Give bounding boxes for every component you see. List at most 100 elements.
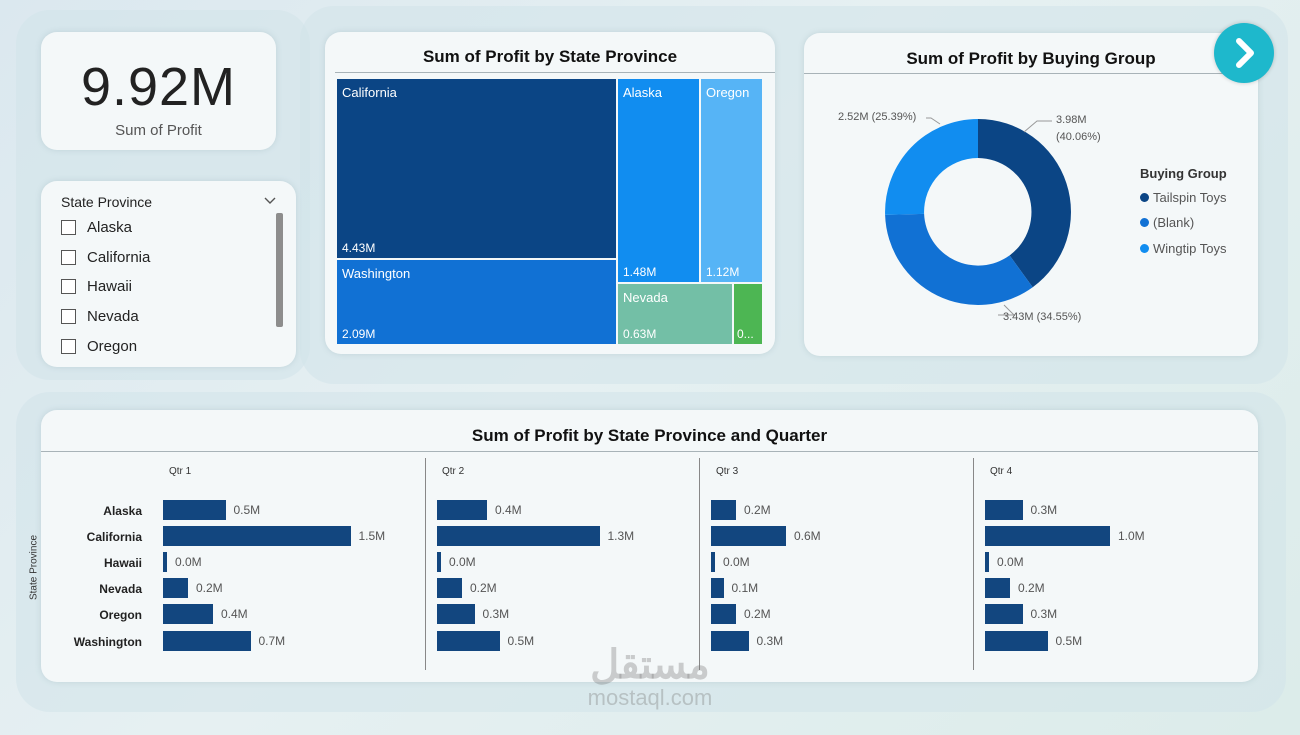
tile-name: Washington [342, 266, 411, 281]
data-label-tailspin-percent: (40.06%) [1056, 131, 1101, 143]
bar-value-label: 0.4M [221, 607, 248, 621]
legend-label: (Blank) [1153, 215, 1195, 230]
legend-dot [1140, 218, 1149, 227]
title-divider [41, 451, 1258, 452]
bar-value-label: 0.2M [470, 581, 497, 595]
bar[interactable] [985, 578, 1010, 598]
bar[interactable] [163, 604, 213, 624]
data-label-tailspin-value: 3.98M [1056, 114, 1087, 126]
category-label: Nevada [99, 582, 142, 596]
tile-value: 1.12M [706, 265, 740, 279]
bar[interactable] [437, 526, 600, 546]
checkbox[interactable] [61, 219, 76, 235]
treemap-title: Sum of Profit by State Province [422, 47, 678, 66]
checkbox[interactable] [61, 249, 76, 265]
tile-value: 0... [737, 327, 754, 341]
bar[interactable] [985, 500, 1023, 520]
bar[interactable] [711, 526, 786, 546]
kpi-label: Sum of Profit [115, 122, 202, 139]
slicer-scrollbar[interactable] [276, 213, 283, 327]
bar-value-label: 0.6M [794, 529, 821, 543]
quarter-header: Qtr 1 [169, 466, 192, 477]
tile-name: Nevada [623, 290, 668, 305]
slicer-item-label: Alaska [87, 218, 133, 236]
slicer-item-oregon[interactable]: Oregon [61, 335, 137, 357]
bar[interactable] [985, 631, 1048, 651]
bar[interactable] [163, 500, 226, 520]
category-label: California [86, 530, 142, 544]
category-label: Alaska [103, 504, 142, 518]
checkbox[interactable] [61, 278, 76, 294]
leader-line [998, 304, 1016, 316]
slicer-item-alaska[interactable]: Alaska [61, 216, 132, 238]
legend-item-wingtip[interactable]: Wingtip Toys [1140, 241, 1226, 256]
bar[interactable] [711, 631, 749, 651]
quarter-header: Qtr 3 [716, 466, 739, 477]
bar-value-label: 0.3M [1030, 503, 1058, 517]
next-page-button[interactable] [1214, 23, 1274, 83]
bar[interactable] [437, 500, 487, 520]
bar-value-label: 0.5M [233, 503, 261, 517]
bar[interactable] [163, 631, 251, 651]
bar-value-label: 0.0M [175, 555, 202, 569]
category-label: Washington [73, 635, 142, 649]
slicer-item-label: Oregon [87, 337, 138, 355]
bar[interactable] [985, 526, 1110, 546]
bar[interactable] [437, 552, 441, 572]
kpi-value: 9.92M [80, 57, 237, 117]
bar[interactable] [163, 552, 167, 572]
treemap-tile-washington[interactable]: Washington 2.09M [337, 260, 616, 344]
tile-value: 4.43M [342, 241, 376, 255]
quarter-header: Qtr 4 [990, 466, 1013, 477]
bar-value-label: 0.0M [449, 555, 476, 569]
legend-item-blank[interactable]: (Blank) [1140, 215, 1194, 230]
bar-value-label: 0.4M [495, 503, 522, 517]
leader-line [1023, 120, 1052, 133]
tile-name: Oregon [706, 85, 750, 100]
legend-item-tailspin[interactable]: Tailspin Toys [1140, 190, 1226, 205]
slicer-title: State Province [61, 194, 153, 210]
donut-slice-blank[interactable] [885, 213, 1033, 305]
bar-value-label: 0.3M [756, 634, 784, 648]
bar-chart-title: Sum of Profit by State Province and Quar… [471, 426, 828, 445]
bar[interactable] [437, 604, 475, 624]
chevron-down-icon[interactable] [262, 192, 278, 208]
treemap-tile-nevada[interactable]: Nevada 0.63M [618, 284, 732, 344]
bar[interactable] [437, 578, 462, 598]
bar-value-label: 1.5M [358, 529, 386, 543]
donut-slice-wingtip[interactable] [885, 119, 978, 215]
treemap-tile-hawaii[interactable]: 0... [734, 284, 762, 344]
bar-value-label: 0.2M [744, 607, 771, 621]
bar[interactable] [711, 500, 736, 520]
category-label: Oregon [99, 608, 142, 622]
slicer-item-nevada[interactable]: Nevada [61, 305, 139, 327]
treemap-tile-alaska[interactable]: Alaska 1.48M [618, 79, 699, 282]
tile-value: 2.09M [342, 327, 376, 341]
bar[interactable] [985, 604, 1023, 624]
kpi-card: 9.92M Sum of Profit [41, 32, 276, 150]
bar-value-label: 1.3M [607, 529, 635, 543]
bar[interactable] [437, 631, 500, 651]
bar[interactable] [711, 604, 736, 624]
bar[interactable] [985, 552, 989, 572]
bar[interactable] [711, 552, 715, 572]
slicer-item-california[interactable]: California [61, 246, 150, 268]
legend-label: Wingtip Toys [1153, 241, 1227, 256]
chevron-right-icon [1236, 38, 1254, 68]
treemap-tile-oregon[interactable]: Oregon 1.12M [701, 79, 762, 282]
donut-slice-tailspin[interactable] [978, 119, 1071, 288]
bar-value-label: 0.7M [258, 634, 286, 648]
panel-divider [973, 458, 974, 670]
slicer-item-hawaii[interactable]: Hawaii [61, 275, 132, 297]
donut-chart [885, 117, 1071, 316]
checkbox[interactable] [61, 308, 76, 324]
bar[interactable] [163, 526, 351, 546]
quarter-header: Qtr 2 [442, 466, 465, 477]
slicer-item-label: Nevada [87, 307, 139, 325]
mostaql-watermark: مستقل mostaql.com [570, 645, 730, 711]
bar[interactable] [163, 578, 188, 598]
checkbox[interactable] [61, 338, 76, 354]
category-label: Hawaii [103, 556, 142, 570]
bar[interactable] [711, 578, 724, 598]
treemap-tile-california[interactable]: California 4.43M [337, 79, 616, 258]
